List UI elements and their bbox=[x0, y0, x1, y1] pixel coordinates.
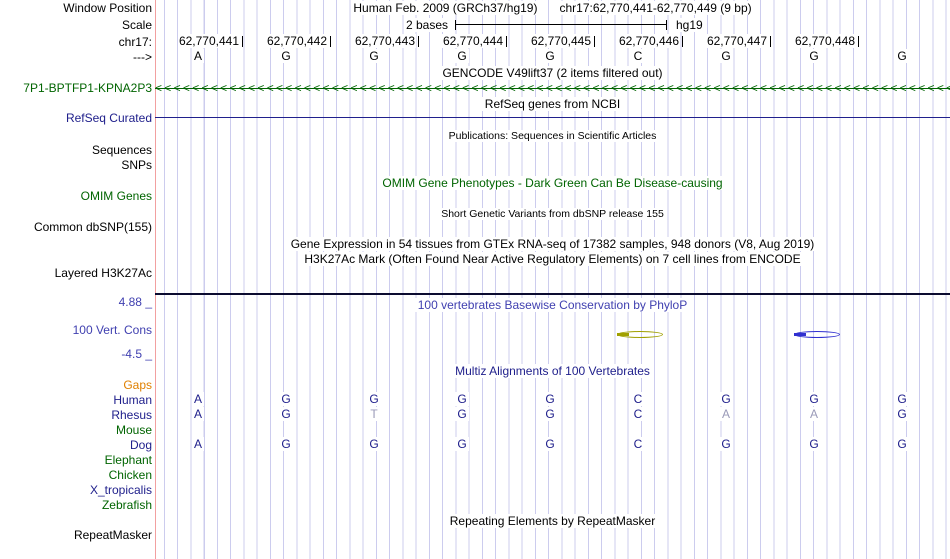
reference-base: G bbox=[895, 49, 909, 63]
multiz-base-dog: G bbox=[895, 437, 909, 451]
ruler-position-number: 62,770,447 bbox=[705, 34, 768, 48]
gene-name-label[interactable]: 7P1-BPTFP1-KPNA2P3 bbox=[0, 81, 152, 95]
multiz-species-label-dog[interactable]: Dog bbox=[0, 438, 152, 452]
strand-direction-label: ---> bbox=[0, 50, 152, 64]
reference-base: G bbox=[807, 49, 821, 63]
multiz-base-rhesus: T bbox=[368, 407, 380, 421]
multiz-base-dog: G bbox=[455, 437, 469, 451]
ruler-position-number: 62,770,448 bbox=[793, 34, 856, 48]
multiz-species-label-chicken[interactable]: Chicken bbox=[0, 468, 152, 482]
multiz-species-label-mouse[interactable]: Mouse bbox=[0, 423, 152, 437]
reference-base: C bbox=[631, 49, 645, 63]
multiz-base-human: G bbox=[279, 392, 293, 406]
multiz-species-label-human[interactable]: Human bbox=[0, 393, 152, 407]
ruler-position-number: 62,770,445 bbox=[529, 34, 592, 48]
multiz-base-human: G bbox=[455, 392, 469, 406]
track-label-omim-genes[interactable]: OMIM Genes bbox=[0, 189, 152, 203]
refseq-curated-item[interactable] bbox=[155, 117, 950, 118]
multiz-species-label-elephant[interactable]: Elephant bbox=[0, 453, 152, 467]
reference-base: G bbox=[543, 49, 557, 63]
multiz-base-human: G bbox=[367, 392, 381, 406]
chrom-label: chr17: bbox=[0, 35, 152, 49]
ruler-tick bbox=[770, 36, 771, 47]
track-label-layered-h3k27ac[interactable]: Layered H3K27Ac bbox=[0, 266, 152, 280]
multiz-base-dog: G bbox=[279, 437, 293, 451]
window-title: Human Feb. 2009 (GRCh37/hg19) chr17:62,77… bbox=[155, 1, 950, 15]
scale-bar-assembly: hg19 bbox=[674, 18, 705, 32]
track-header-h3k27ac[interactable]: H3K27Ac Mark (Often Found Near Active Re… bbox=[155, 252, 950, 266]
multiz-base-human: G bbox=[807, 392, 821, 406]
multiz-base-dog: C bbox=[631, 437, 645, 451]
phylop-score-dash-olive bbox=[617, 333, 629, 336]
multiz-base-rhesus: G bbox=[455, 407, 469, 421]
multiz-species-label-rhesus[interactable]: Rhesus bbox=[0, 408, 152, 422]
ruler-tick bbox=[330, 36, 331, 47]
track-label-100-vert-cons[interactable]: 100 Vert. Cons bbox=[0, 323, 152, 337]
ruler-position-number: 62,770,441 bbox=[177, 34, 240, 48]
multiz-base-human: G bbox=[895, 392, 909, 406]
track-header-gencode[interactable]: GENCODE V49lift37 (2 items filtered out) bbox=[155, 66, 950, 80]
multiz-base-human: G bbox=[719, 392, 733, 406]
ruler-tick bbox=[682, 36, 683, 47]
reference-base: G bbox=[367, 49, 381, 63]
ruler-tick bbox=[506, 36, 507, 47]
multiz-base-dog: A bbox=[191, 437, 204, 451]
track-header-publications[interactable]: Publications: Sequences in Scientific Ar… bbox=[155, 129, 950, 143]
multiz-base-rhesus: A bbox=[807, 407, 820, 421]
multiz-base-human: G bbox=[543, 392, 557, 406]
ruler-tick bbox=[242, 36, 243, 47]
multiz-base-human: A bbox=[191, 392, 204, 406]
multiz-base-rhesus: G bbox=[279, 407, 293, 421]
track-header-dbsnp[interactable]: Short Genetic Variants from dbSNP releas… bbox=[155, 207, 950, 221]
track-header-phylop[interactable]: 100 vertebrates Basewise Conservation by… bbox=[155, 298, 950, 312]
ruler-position-number: 62,770,444 bbox=[441, 34, 504, 48]
multiz-base-rhesus: A bbox=[191, 407, 204, 421]
reference-base: G bbox=[455, 49, 469, 63]
track-label-common-dbsnp[interactable]: Common dbSNP(155) bbox=[0, 220, 152, 234]
window-position-label: Window Position bbox=[0, 1, 152, 15]
position-title: chr17:62,770,441-62,770,449 (9 bp) bbox=[557, 1, 754, 15]
ruler-position-number: 62,770,446 bbox=[617, 34, 680, 48]
ruler-tick bbox=[418, 36, 419, 47]
track-header-omim[interactable]: OMIM Gene Phenotypes - Dark Green Can Be… bbox=[155, 176, 950, 190]
track-header-gtex[interactable]: Gene Expression in 54 tissues from GTEx … bbox=[155, 237, 950, 251]
gene-strand-arrows[interactable]: <<<<<<<<<<<<<<<<<<<<<<<<<<<<<<<<<<<<<<<<… bbox=[155, 82, 950, 95]
track-header-refseq[interactable]: RefSeq genes from NCBI bbox=[155, 97, 950, 111]
reference-base: G bbox=[719, 49, 733, 63]
multiz-base-rhesus: G bbox=[895, 407, 909, 421]
multiz-base-rhesus: A bbox=[719, 407, 732, 421]
multiz-species-label-gaps[interactable]: Gaps bbox=[0, 378, 152, 392]
multiz-species-label-x_tropicalis[interactable]: X_tropicalis bbox=[0, 483, 152, 497]
track-header-repeatmasker[interactable]: Repeating Elements by RepeatMasker bbox=[155, 514, 950, 528]
reference-base: A bbox=[191, 49, 204, 63]
ruler-position-number: 62,770,442 bbox=[265, 34, 328, 48]
multiz-base-dog: G bbox=[367, 437, 381, 451]
track-label-refseq-curated[interactable]: RefSeq Curated bbox=[0, 111, 152, 125]
multiz-base-dog: G bbox=[807, 437, 821, 451]
ruler-position-number: 62,770,443 bbox=[353, 34, 416, 48]
reference-base: G bbox=[279, 49, 293, 63]
multiz-base-dog: G bbox=[543, 437, 557, 451]
phylop-score-dash-blue bbox=[794, 333, 806, 336]
scale-label: Scale bbox=[0, 18, 152, 32]
ruler-tick bbox=[858, 36, 859, 47]
scale-bar-label: 2 bases bbox=[403, 18, 450, 32]
track-label-repeatmasker[interactable]: RepeatMasker bbox=[0, 528, 152, 542]
multiz-base-rhesus: C bbox=[631, 407, 645, 421]
gutter-divider bbox=[155, 0, 156, 559]
assembly-title: Human Feb. 2009 (GRCh37/hg19) bbox=[351, 1, 540, 15]
track-label-snps[interactable]: SNPs bbox=[0, 158, 152, 172]
multiz-base-rhesus: G bbox=[543, 407, 557, 421]
conservation-min-value: -4.5 _ bbox=[0, 347, 152, 361]
track-label-sequences[interactable]: Sequences bbox=[0, 143, 152, 157]
multiz-species-label-zebrafish[interactable]: Zebrafish bbox=[0, 498, 152, 512]
ruler-tick bbox=[594, 36, 595, 47]
multiz-base-human: C bbox=[631, 392, 645, 406]
multiz-base-dog: G bbox=[719, 437, 733, 451]
track-header-multiz[interactable]: Multiz Alignments of 100 Vertebrates bbox=[155, 364, 950, 378]
conservation-max-value: 4.88 _ bbox=[0, 295, 152, 309]
conservation-axis-line bbox=[155, 293, 950, 295]
scale-bar-ruler bbox=[455, 20, 667, 30]
